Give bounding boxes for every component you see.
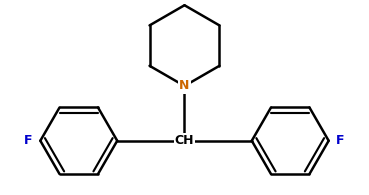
- Text: CH: CH: [175, 134, 194, 147]
- Text: F: F: [24, 134, 32, 147]
- Text: F: F: [337, 134, 345, 147]
- Text: N: N: [179, 80, 190, 92]
